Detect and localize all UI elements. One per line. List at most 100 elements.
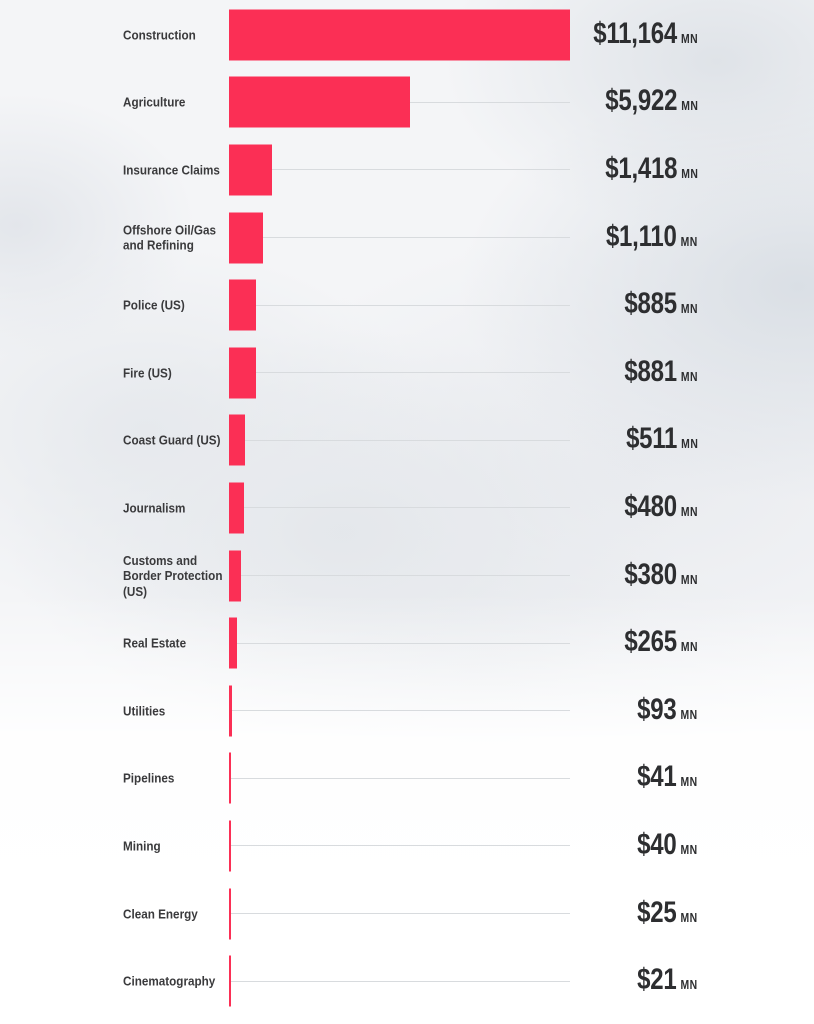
value-bar [229,685,232,737]
value-text: $881 MN [624,355,698,389]
value-text: $93 MN [638,693,698,727]
chart-row: Offshore Oil/Gas and Refining $1,110 MN [0,204,814,272]
value-amount: $480 [624,489,677,523]
category-label: Customs and Border Protection (US) [123,552,223,599]
chart-row: Real Estate $265 MN [0,609,814,677]
chart-row: Customs and Border Protection (US) $380 MN [0,542,814,610]
category-label: Journalism [123,500,186,516]
value-bar [229,820,231,872]
value-unit: MN [680,841,698,857]
value-bar [229,482,244,534]
chart-row: Cinematography $21 MN [0,947,814,1015]
value-unit: MN [680,503,698,519]
chart-row: Agriculture $5,922 MN [0,69,814,137]
category-label: Offshore Oil/Gas and Refining [123,222,216,253]
value-text: $885 MN [624,287,698,321]
value-unit: MN [680,368,698,384]
chart-row: Journalism $480 MN [0,474,814,542]
value-amount: $21 [637,963,678,997]
value-text: $21 MN [638,963,698,997]
chart-row: Pipelines $41 MN [0,745,814,813]
value-unit: MN [680,571,698,587]
value-unit: MN [680,909,698,925]
value-text: $41 MN [638,760,698,794]
value-amount: $885 [624,287,677,321]
value-amount: $5,922 [604,84,677,118]
category-label: Utilities [123,702,166,718]
value-amount: $25 [637,895,678,929]
category-label: Pipelines [123,770,175,786]
value-amount: $40 [637,827,678,861]
value-unit: MN [680,977,698,993]
category-label: Coast Guard (US) [123,432,221,448]
value-bar [229,347,256,399]
value-text: $480 MN [624,490,698,524]
category-label: Real Estate [123,635,187,651]
value-bar [229,888,231,940]
value-amount: $265 [624,625,677,659]
value-amount: $11,164 [593,16,677,50]
leader-line [237,642,570,644]
leader-line [231,913,570,915]
value-text: $1,418 MN [605,152,698,186]
value-unit: MN [680,165,698,181]
value-amount: $380 [624,557,677,591]
category-label: Clean Energy [123,905,198,921]
category-label: Mining [123,838,161,854]
value-bar [229,144,273,196]
chart-row: Coast Guard (US) $511 MN [0,407,814,475]
value-unit: MN [680,30,698,46]
leader-line [272,169,570,171]
chart-row: Police (US) $885 MN [0,271,814,339]
category-label: Cinematography [123,973,216,989]
chart-row: Utilities $93 MN [0,677,814,745]
value-bar [229,9,570,61]
leader-line [256,304,570,306]
value-unit: MN [680,706,698,722]
value-amount: $511 [625,422,677,456]
value-unit: MN [680,98,698,114]
category-label: Insurance Claims [123,162,220,178]
value-bar [229,550,241,602]
chart-row: Insurance Claims $1,418 MN [0,136,814,204]
leader-line [231,845,570,847]
leader-line [262,237,570,239]
leader-line [240,575,570,577]
value-bar [229,955,231,1007]
category-label: Police (US) [123,297,185,313]
value-bar [229,279,256,331]
value-amount: $41 [637,760,678,794]
value-unit: MN [680,436,698,452]
category-label: Construction [123,27,196,43]
value-amount: $1,418 [604,151,677,185]
value-text: $40 MN [638,828,698,862]
chart-row: Fire (US) $881 MN [0,339,814,407]
leader-line [231,980,570,982]
value-text: $5,922 MN [605,84,698,118]
value-bar [229,617,238,669]
chart-row: Construction $11,164 MN [0,1,814,69]
value-unit: MN [680,639,698,655]
leader-line [243,507,570,509]
leader-line [231,710,570,712]
value-bar [229,212,263,264]
value-bar [229,414,245,466]
leader-line [409,101,570,103]
value-text: $511 MN [626,422,698,456]
value-bar [229,752,231,804]
value-unit: MN [680,301,698,317]
value-amount: $93 [637,692,678,726]
value-amount: $1,110 [606,219,677,253]
value-text: $1,110 MN [606,220,698,254]
value-text: $25 MN [638,895,698,929]
category-label: Agriculture [123,94,186,110]
chart-row: Mining $40 MN [0,812,814,880]
leader-line [255,372,570,374]
value-amount: $881 [624,354,677,388]
value-unit: MN [680,233,698,249]
category-label: Fire (US) [123,365,172,381]
value-bar [229,76,410,128]
value-unit: MN [680,774,698,790]
